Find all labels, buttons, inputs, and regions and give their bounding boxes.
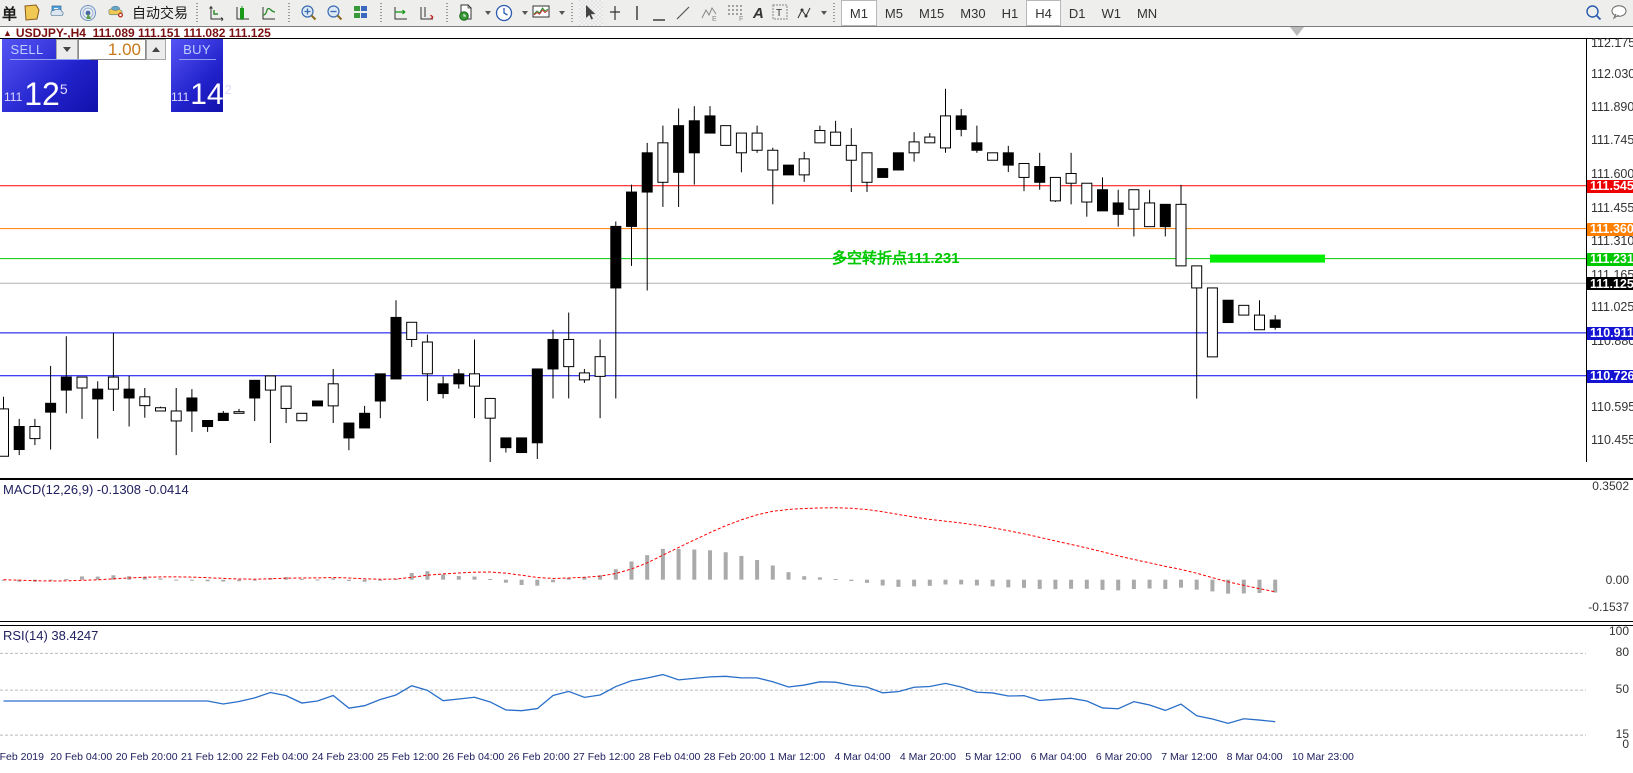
svg-text:F: F bbox=[739, 16, 743, 22]
svg-text:E: E bbox=[712, 16, 717, 22]
svg-text:T: T bbox=[776, 8, 782, 19]
svg-text:多空转折点111.231: 多空转折点111.231 bbox=[832, 249, 960, 267]
